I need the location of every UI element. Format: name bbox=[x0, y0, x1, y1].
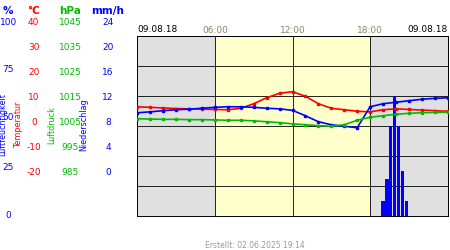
Text: 10: 10 bbox=[28, 93, 40, 102]
Bar bbox=[215, 36, 370, 216]
Bar bbox=[397, 126, 400, 216]
Text: Erstellt: 02.06.2025 19:14: Erstellt: 02.06.2025 19:14 bbox=[205, 240, 305, 250]
Text: 75: 75 bbox=[2, 66, 14, 74]
Text: 0: 0 bbox=[31, 118, 36, 127]
Text: 40: 40 bbox=[28, 18, 40, 27]
Bar bbox=[382, 201, 385, 216]
Text: Niederschlag: Niederschlag bbox=[79, 99, 88, 151]
Text: 1045: 1045 bbox=[59, 18, 81, 27]
Text: 995: 995 bbox=[62, 143, 79, 152]
Text: 1035: 1035 bbox=[58, 43, 82, 52]
Text: 16: 16 bbox=[102, 68, 114, 77]
Text: 0: 0 bbox=[5, 210, 11, 220]
Text: 20: 20 bbox=[102, 43, 114, 52]
Text: Luftfeuchtigkeit: Luftfeuchtigkeit bbox=[0, 94, 7, 156]
Text: 09.08.18: 09.08.18 bbox=[408, 26, 448, 35]
Bar bbox=[393, 96, 396, 216]
Text: 0: 0 bbox=[105, 168, 111, 177]
Text: 1005: 1005 bbox=[58, 118, 82, 127]
Text: 100: 100 bbox=[0, 18, 17, 27]
Bar bbox=[389, 126, 392, 216]
Text: -20: -20 bbox=[27, 168, 41, 177]
Text: 12: 12 bbox=[102, 93, 114, 102]
Bar bbox=[385, 179, 388, 216]
Text: Temperatur: Temperatur bbox=[14, 102, 22, 148]
Text: 09.08.18: 09.08.18 bbox=[137, 26, 177, 35]
Text: 1015: 1015 bbox=[58, 93, 82, 102]
Text: Luftdruck: Luftdruck bbox=[47, 106, 56, 144]
Bar bbox=[401, 171, 404, 216]
Text: hPa: hPa bbox=[59, 6, 81, 16]
Text: mm/h: mm/h bbox=[91, 6, 125, 16]
Text: 30: 30 bbox=[28, 43, 40, 52]
Text: 50: 50 bbox=[2, 113, 14, 122]
Text: °C: °C bbox=[27, 6, 40, 16]
Text: 25: 25 bbox=[2, 163, 14, 172]
Bar bbox=[405, 201, 408, 216]
Text: %: % bbox=[3, 6, 14, 16]
Text: -10: -10 bbox=[27, 143, 41, 152]
Text: 20: 20 bbox=[28, 68, 40, 77]
Text: 4: 4 bbox=[105, 143, 111, 152]
Text: 24: 24 bbox=[103, 18, 113, 27]
Text: 1025: 1025 bbox=[59, 68, 81, 77]
Text: 8: 8 bbox=[105, 118, 111, 127]
Text: 985: 985 bbox=[62, 168, 79, 177]
